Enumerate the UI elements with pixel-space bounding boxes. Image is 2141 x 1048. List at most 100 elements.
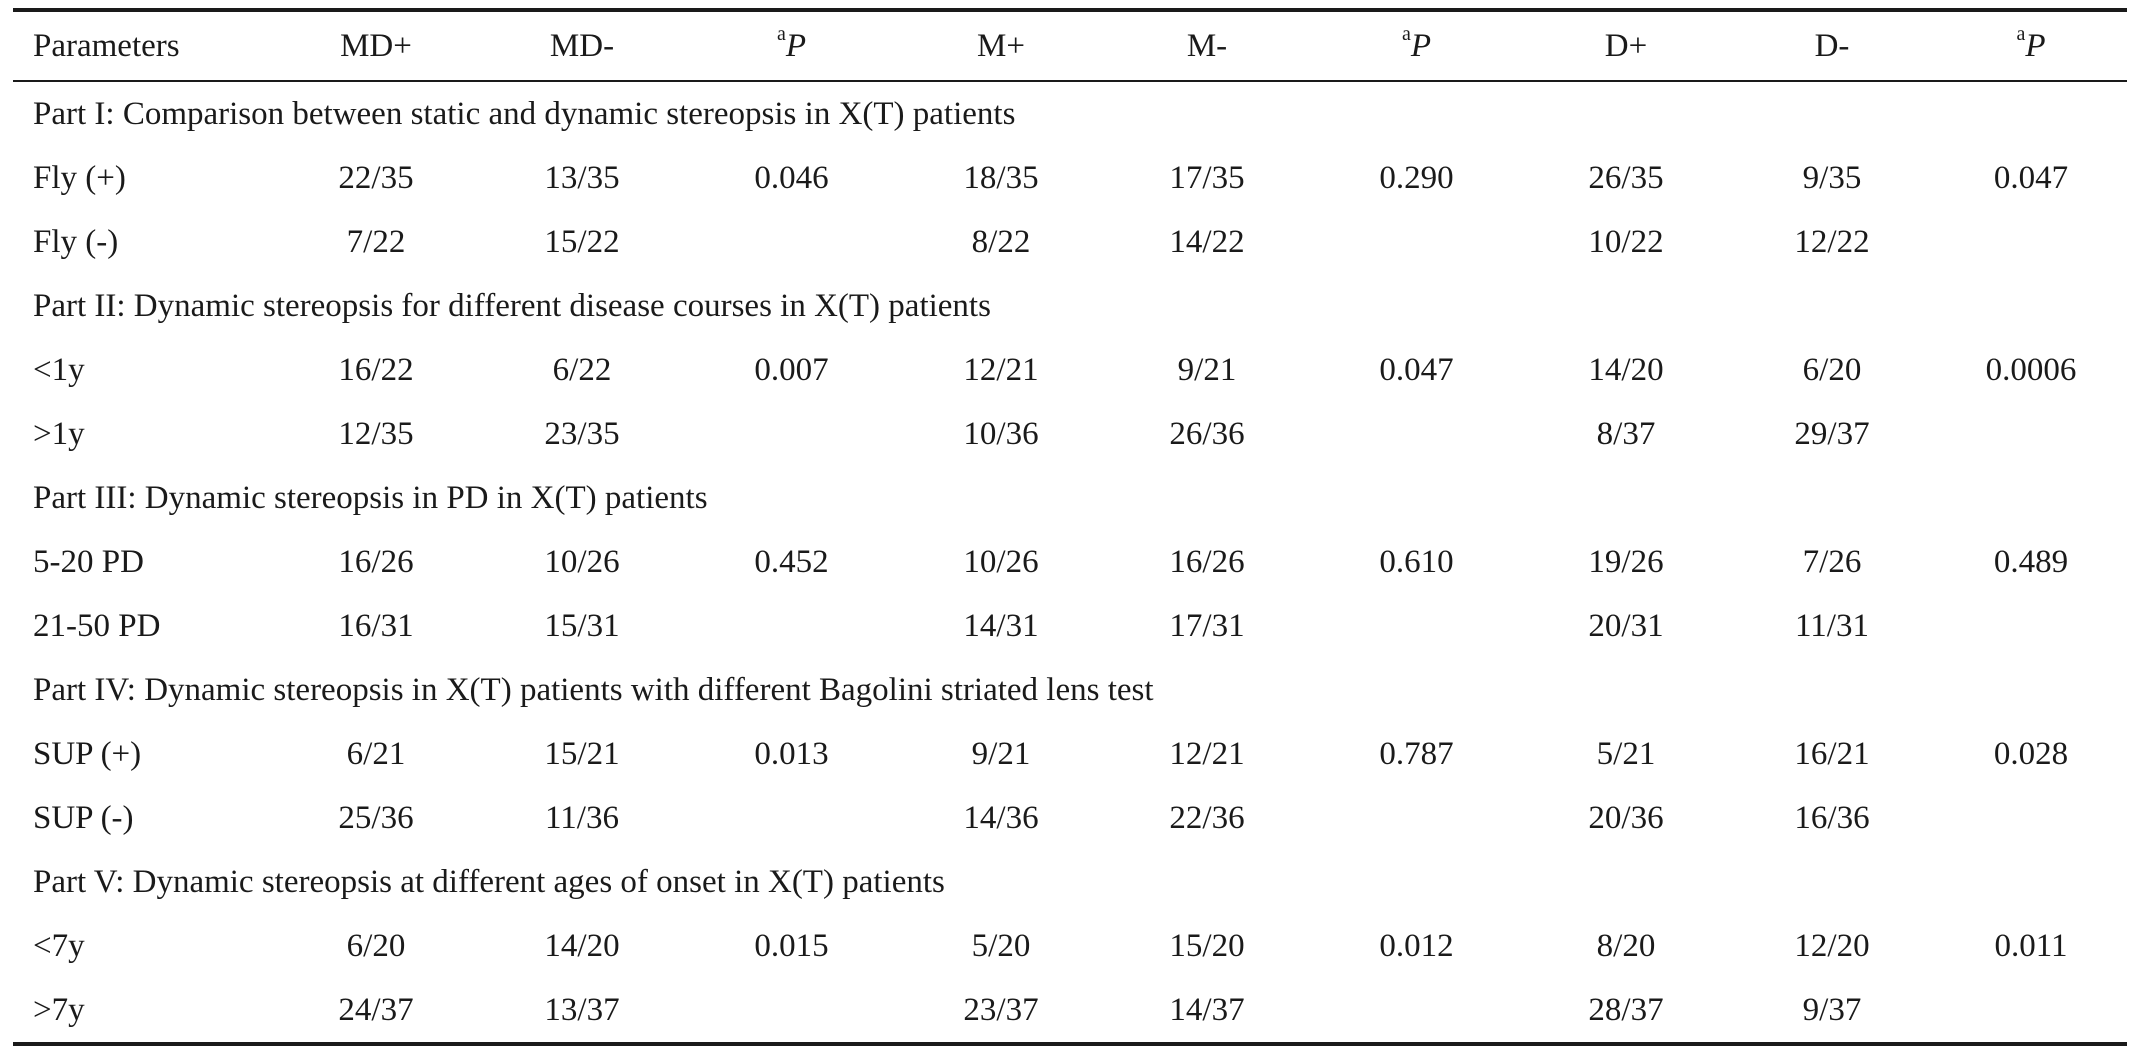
table-cell: 28/37 — [1588, 991, 1664, 1028]
column-header: M+ — [977, 27, 1025, 64]
table-cell: 0.013 — [754, 735, 829, 772]
table-row: >7y 24/37 13/37 23/37 14/37 28/37 9/37 — [13, 978, 2127, 1044]
table-cell — [1310, 402, 1523, 466]
table-cell — [1935, 210, 2127, 274]
column-header: MD- — [549, 27, 615, 64]
p-symbol: P — [2025, 28, 2046, 64]
table-row: SUP (-) 25/36 11/36 14/36 22/36 20/36 16/36 — [13, 786, 2127, 850]
row-label: <1y — [33, 351, 85, 388]
table-cell: 7/26 — [1802, 543, 1862, 580]
row-label: >7y — [33, 991, 85, 1028]
table-cell — [1310, 978, 1523, 1044]
row-label: SUP (+) — [33, 735, 142, 772]
row-label: Fly (-) — [33, 223, 119, 260]
table-cell: 17/31 — [1169, 607, 1245, 644]
table-header-row: Parameters MD+ MD-aP M+ M-aP D+ D-aP — [13, 10, 2127, 81]
table-cell: 14/31 — [963, 607, 1039, 644]
row-label: 5-20 PD — [33, 543, 144, 580]
table-cell: 14/36 — [963, 799, 1039, 836]
table-cell: 14/37 — [1169, 991, 1245, 1028]
table-cell — [1935, 786, 2127, 850]
table-cell: 6/21 — [346, 735, 406, 772]
table-cell: 0.610 — [1379, 543, 1454, 580]
stereopsis-table-container: Parameters MD+ MD-aP M+ M-aP D+ D-aP Part I: C… — [13, 8, 2127, 1046]
section-title: Part II: Dynamic stereopsis for differen… — [33, 287, 991, 324]
table-cell: 7/22 — [346, 223, 406, 260]
table-cell: 16/26 — [338, 543, 414, 580]
table-cell: 8/37 — [1596, 415, 1656, 452]
section-title: Part IV: Dynamic stereopsis in X(T) pati… — [33, 671, 1154, 708]
table-cell: 14/20 — [544, 927, 620, 964]
section-title: Part I: Comparison between static and dy… — [33, 95, 1016, 132]
table-cell: 10/36 — [963, 415, 1039, 452]
table-cell: 5/20 — [971, 927, 1031, 964]
table-row: >1y 12/35 23/35 10/36 26/36 8/37 29/37 — [13, 402, 2127, 466]
table-cell — [1310, 594, 1523, 658]
row-label: SUP (-) — [33, 799, 134, 836]
table-cell — [685, 210, 898, 274]
table-row: Fly (+) 22/35 13/35 0.046 18/35 17/35 0.290 26/… — [13, 146, 2127, 210]
table-cell — [685, 594, 898, 658]
table-cell: 12/35 — [338, 415, 414, 452]
table-cell: 16/36 — [1794, 799, 1870, 836]
table-cell: 0.012 — [1379, 927, 1454, 964]
table-cell: 11/31 — [1795, 607, 1869, 644]
section-title: Part V: Dynamic stereopsis at different … — [33, 863, 945, 900]
table-cell: 9/21 — [1177, 351, 1237, 388]
section-title: Part III: Dynamic stereopsis in PD in X(… — [33, 479, 708, 516]
table-cell — [685, 978, 898, 1044]
table-cell: 20/36 — [1588, 799, 1664, 836]
table-cell: 11/36 — [545, 799, 619, 836]
table-cell: 15/31 — [544, 607, 620, 644]
table-cell: 0.011 — [1994, 927, 2068, 964]
table-cell: 10/26 — [544, 543, 620, 580]
table-cell: 12/20 — [1794, 927, 1870, 964]
table-cell: 0.046 — [754, 159, 829, 196]
table-cell: 10/26 — [963, 543, 1039, 580]
table-cell: 16/22 — [338, 351, 414, 388]
column-header: Parameters — [33, 27, 180, 64]
stereopsis-comparison-table: Parameters MD+ MD-aP M+ M-aP D+ D-aP Part I: C… — [13, 8, 2127, 1046]
section-title-row: Part III: Dynamic stereopsis in PD in X(… — [13, 466, 2127, 530]
column-header: D+ — [1604, 27, 1648, 64]
p-symbol: P — [1410, 28, 1432, 64]
table-cell: 15/22 — [544, 223, 620, 260]
row-label: 21-50 PD — [33, 607, 161, 644]
table-cell: 6/20 — [1802, 351, 1862, 388]
section-title-row: Part II: Dynamic stereopsis for differen… — [13, 274, 2127, 338]
table-body: Part I: Comparison between static and dy… — [13, 81, 2127, 1044]
table-cell: 15/21 — [544, 735, 620, 772]
table-cell: 0.0006 — [1985, 351, 2077, 388]
table-cell: 8/22 — [971, 223, 1031, 260]
table-cell — [685, 786, 898, 850]
table-cell: 16/26 — [1169, 543, 1245, 580]
table-cell: 12/21 — [1169, 735, 1245, 772]
table-cell: 17/35 — [1169, 159, 1245, 196]
table-cell: 12/21 — [963, 351, 1039, 388]
column-header-p-value: aP — [1310, 10, 1523, 81]
table-row: 21-50 PD 16/31 15/31 14/31 17/31 20/31 11/31 — [13, 594, 2127, 658]
table-cell — [685, 402, 898, 466]
column-header: M- — [1186, 27, 1228, 64]
table-cell: 0.489 — [1993, 543, 2069, 580]
table-cell — [1935, 594, 2127, 658]
superscript-a: a — [776, 23, 786, 45]
table-cell: 0.452 — [754, 543, 829, 580]
table-cell: 5/21 — [1596, 735, 1656, 772]
table-cell: 18/35 — [963, 159, 1039, 196]
table-cell: 16/21 — [1794, 735, 1870, 772]
superscript-a: a — [1401, 23, 1411, 45]
column-header-p-value: aP — [1935, 10, 2127, 81]
row-label: <7y — [33, 927, 85, 964]
table-row: 5-20 PD 16/26 10/26 0.452 10/26 16/26 0.610 19/… — [13, 530, 2127, 594]
table-cell: 13/37 — [544, 991, 620, 1028]
table-cell: 14/22 — [1169, 223, 1245, 260]
table-cell: 0.047 — [1993, 159, 2069, 196]
table-cell — [1310, 210, 1523, 274]
table-cell: 23/35 — [544, 415, 620, 452]
table-cell: 0.787 — [1379, 735, 1454, 772]
table-cell: 0.007 — [754, 351, 829, 388]
table-cell: 20/31 — [1588, 607, 1664, 644]
column-header-p-value: aP — [685, 10, 898, 81]
row-label: >1y — [33, 415, 85, 452]
